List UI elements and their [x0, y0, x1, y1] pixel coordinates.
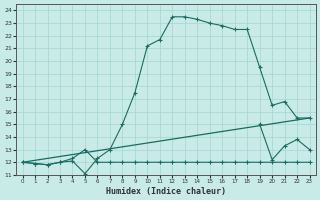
- X-axis label: Humidex (Indice chaleur): Humidex (Indice chaleur): [106, 187, 226, 196]
